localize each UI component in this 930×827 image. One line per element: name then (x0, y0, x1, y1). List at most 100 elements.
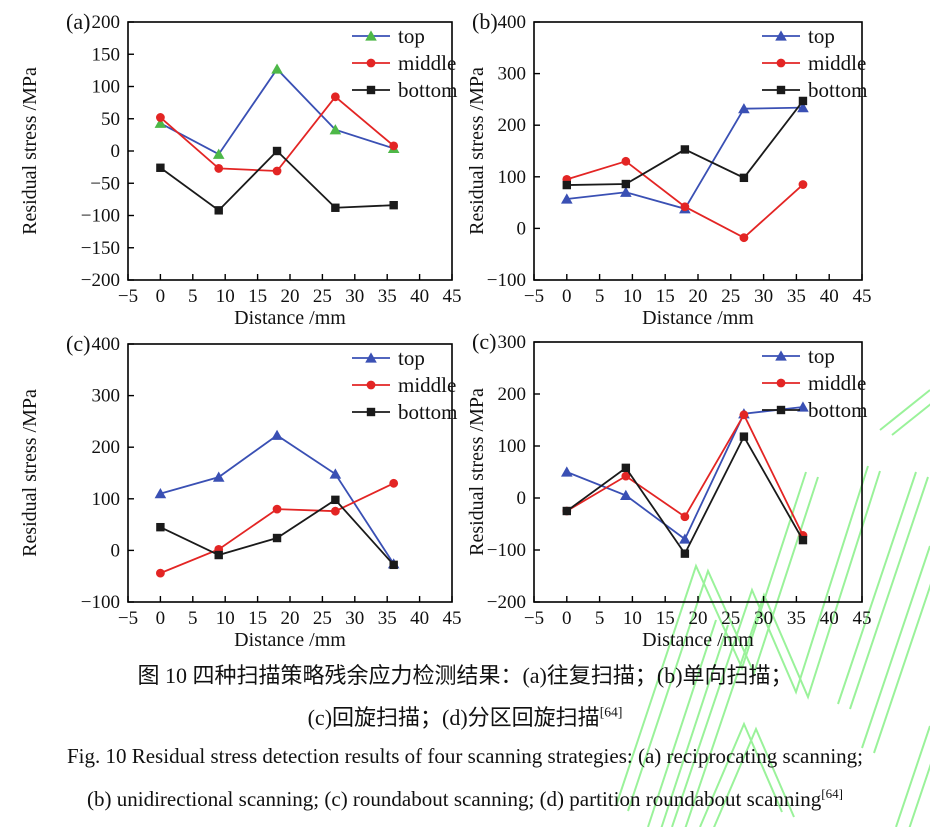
caption-zh-line1-text: 图 10 四种扫描策略残余应力检测结果：(a)往复扫描；(b)单向扫描； (137, 663, 793, 688)
y-tick-label: −200 (487, 592, 526, 613)
x-tick-label: 0 (156, 608, 166, 629)
legend-label: middle (398, 373, 456, 397)
square-marker (562, 506, 571, 516)
circle-marker (776, 378, 786, 388)
caption-en-line1: Fig. 10 Residual stress detection result… (0, 744, 930, 769)
x-tick-label: 20 (689, 286, 708, 307)
x-axis-title: Distance /mm (234, 307, 346, 329)
y-tick-label: 200 (498, 384, 527, 405)
circle-marker (776, 58, 786, 68)
legend-label: bottom (398, 400, 458, 424)
x-tick-label: 25 (313, 608, 332, 629)
x-axis-title: Distance /mm (642, 629, 754, 651)
square-marker (214, 550, 223, 560)
y-tick-label: 100 (92, 489, 121, 510)
series-line (160, 482, 395, 574)
caption-en-line2: (b) unidirectional scanning; (c) roundab… (0, 786, 930, 812)
y-axis-title: Residual stress /MPa (19, 67, 41, 235)
y-tick-label: −150 (81, 238, 120, 259)
circle-marker (739, 410, 749, 420)
circle-marker (621, 156, 631, 166)
square-marker (621, 179, 631, 189)
x-tick-label: 20 (689, 608, 708, 629)
caption-zh-line2: (c)回旋扫描；(d)分区回旋扫描[64] (0, 700, 930, 732)
triangle-marker (775, 30, 787, 41)
chart-d-canvas: (c) −200 −100 0 100 200 300 −5 0 5 10 15 20 25 30 35 40 4… (466, 329, 872, 651)
triangle-marker (271, 63, 283, 74)
circle-marker (680, 202, 690, 212)
y-tick-label: 200 (498, 115, 527, 136)
square-marker (366, 407, 376, 417)
triangle-marker (271, 429, 283, 440)
series-middle (562, 156, 808, 243)
x-tick-label: 45 (443, 608, 462, 629)
x-tick-label: 5 (595, 608, 605, 629)
x-tick-label: 30 (345, 608, 364, 629)
circle-marker (680, 512, 690, 522)
square-marker (331, 495, 340, 505)
y-tick-label: 100 (498, 436, 527, 457)
x-tick-label: 10 (216, 286, 235, 307)
legend-label: bottom (398, 78, 458, 102)
legend-label: top (808, 24, 835, 48)
square-marker (562, 180, 571, 190)
x-tick-label: 20 (281, 608, 300, 629)
panel-label: (c) (472, 329, 496, 354)
square-marker (156, 163, 165, 172)
x-tick-label: 0 (156, 286, 166, 307)
legend: top middle bottom (352, 346, 458, 424)
legend-label: middle (808, 51, 866, 75)
square-marker (739, 173, 749, 183)
series-middle (156, 92, 399, 176)
y-tick-label: 0 (517, 488, 527, 509)
series-line (159, 149, 394, 212)
x-tick-label: 0 (562, 608, 572, 629)
x-tick-label: 20 (281, 286, 300, 307)
triangle-marker (620, 186, 632, 197)
panel-label: (b) (472, 9, 498, 34)
circle-marker (330, 92, 340, 102)
panel-label: (c) (66, 331, 90, 356)
circle-marker (214, 164, 224, 173)
series-bottom (156, 495, 398, 570)
y-tick-label: 50 (101, 109, 120, 130)
y-tick-label: −100 (81, 592, 120, 613)
x-tick-label: 5 (188, 608, 198, 629)
caption-zh-line2-text: (c)回旋扫描；(d)分区回旋扫描 (307, 705, 600, 730)
legend: top middle bottom (352, 24, 458, 102)
triangle-marker (365, 352, 377, 363)
series-top (154, 63, 400, 159)
triangle-marker (329, 468, 342, 479)
x-tick-label: 0 (562, 286, 572, 307)
square-marker (272, 533, 282, 543)
triangle-marker (365, 30, 377, 41)
square-marker (389, 560, 398, 570)
series-line (566, 160, 804, 239)
y-tick-label: 400 (498, 12, 527, 33)
circle-marker (156, 568, 165, 578)
y-tick-label: 0 (517, 218, 527, 239)
legend-label: top (808, 344, 835, 368)
chart-panel-c: (c) −100 0 100 200 300 400 −5 0 5 10 15 20 25 30 35 40 45… (0, 322, 465, 652)
circle-marker (156, 113, 165, 122)
y-tick-label: 300 (498, 64, 527, 85)
y-tick-label: 100 (498, 167, 527, 188)
x-tick-label: 45 (853, 608, 872, 629)
square-marker (156, 522, 165, 532)
circle-marker (739, 233, 749, 243)
x-tick-label: 25 (721, 286, 740, 307)
triangle-marker (329, 124, 342, 135)
x-tick-label: 30 (754, 608, 773, 629)
y-tick-label: 300 (92, 386, 121, 407)
x-tick-label: 35 (378, 286, 397, 307)
chart-panel-a: (a) −200 −150 −100 −50 0 50 100 150 200 −5 0 5 10 15 20… (0, 0, 465, 330)
circle-marker (389, 478, 399, 488)
y-axis-title: Residual stress /MPa (466, 67, 488, 235)
square-marker (621, 463, 631, 473)
square-marker (680, 145, 690, 154)
circle-marker (330, 506, 340, 516)
x-tick-label: 10 (216, 608, 235, 629)
